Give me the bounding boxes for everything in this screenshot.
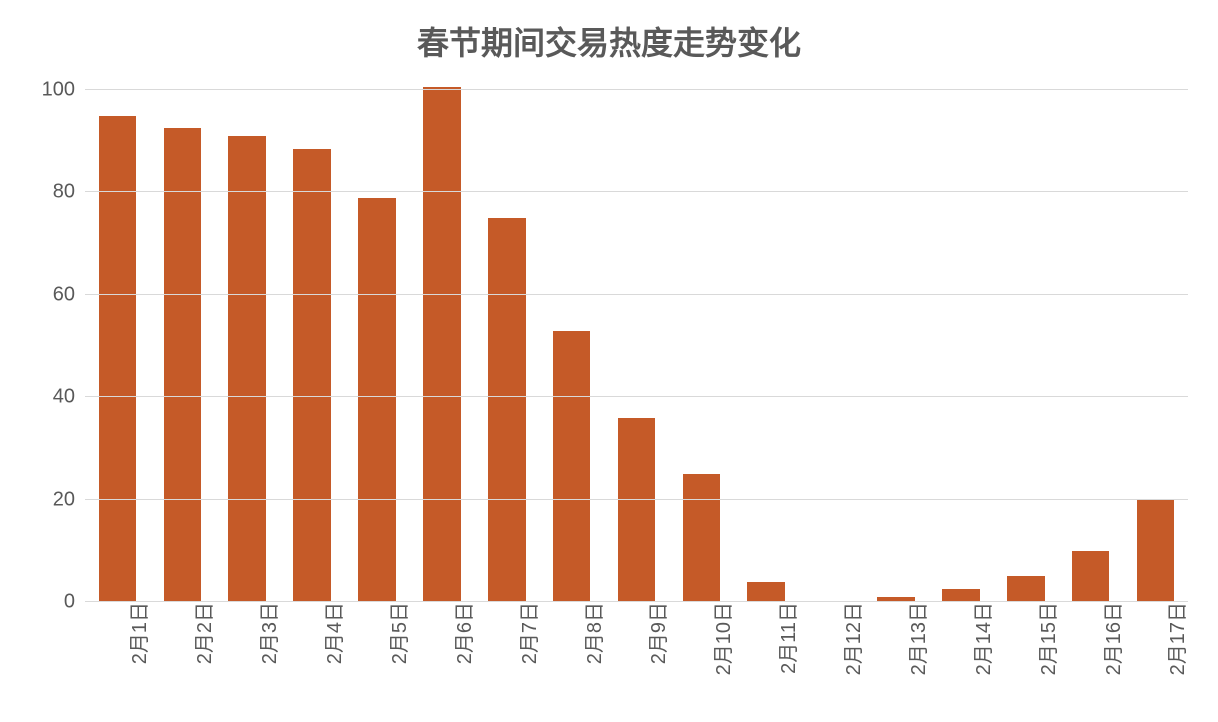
bar (358, 198, 396, 602)
bar-slot: 2月11日 (734, 90, 799, 602)
bar-slot: 2月3日 (215, 90, 280, 602)
x-tick-label: 2月15日 (1026, 602, 1061, 675)
grid-line (85, 396, 1188, 397)
bars-group: 2月1日2月2日2月3日2月4日2月5日2月6日2月7日2月8日2月9日2月10… (85, 90, 1188, 602)
grid-line (85, 294, 1188, 295)
bar (99, 116, 137, 602)
x-tick-label: 2月14日 (961, 602, 996, 675)
bar-slot: 2月4日 (280, 90, 345, 602)
x-tick-label: 2月9日 (636, 602, 671, 664)
x-tick-label: 2月2日 (182, 602, 217, 664)
bar (164, 128, 202, 602)
bar-slot: 2月13日 (864, 90, 929, 602)
bar (488, 218, 526, 602)
x-tick-label: 2月4日 (312, 602, 347, 664)
bar (618, 418, 656, 602)
grid-line (85, 499, 1188, 500)
plot-area: 2月1日2月2日2月3日2月4日2月5日2月6日2月7日2月8日2月9日2月10… (85, 90, 1188, 602)
y-tick-label: 100 (42, 79, 85, 102)
x-tick-label: 2月6日 (442, 602, 477, 664)
bar (293, 149, 331, 602)
y-tick-label: 60 (53, 283, 85, 306)
bar (1007, 576, 1045, 602)
x-tick-label: 2月8日 (572, 602, 607, 664)
bar (1072, 551, 1110, 602)
x-tick-label: 2月10日 (701, 602, 736, 675)
bar-slot: 2月14日 (928, 90, 993, 602)
bar-slot: 2月7日 (474, 90, 539, 602)
x-tick-label: 2月5日 (377, 602, 412, 664)
bar (553, 331, 591, 602)
bar-slot: 2月10日 (669, 90, 734, 602)
y-tick-label: 40 (53, 386, 85, 409)
x-tick-label: 2月16日 (1091, 602, 1126, 675)
x-tick-label: 2月12日 (831, 602, 866, 675)
bar (228, 136, 266, 602)
bar-slot: 2月8日 (539, 90, 604, 602)
bar-slot: 2月15日 (993, 90, 1058, 602)
bar-slot: 2月2日 (150, 90, 215, 602)
bar-slot: 2月16日 (1058, 90, 1123, 602)
chart-container: 春节期间交易热度走势变化 2月1日2月2日2月3日2月4日2月5日2月6日2月7… (0, 0, 1218, 722)
bar-slot: 2月6日 (409, 90, 474, 602)
x-tick-label: 2月11日 (766, 602, 801, 674)
bar (1137, 500, 1175, 602)
bar-slot: 2月17日 (1123, 90, 1188, 602)
bar-slot: 2月1日 (85, 90, 150, 602)
x-tick-label: 2月7日 (507, 602, 542, 664)
x-tick-label: 2月17日 (1155, 602, 1190, 675)
y-tick-label: 0 (64, 591, 85, 614)
bar-slot: 2月9日 (604, 90, 669, 602)
bar-slot: 2月5日 (345, 90, 410, 602)
x-tick-label: 2月3日 (247, 602, 282, 664)
y-tick-label: 20 (53, 488, 85, 511)
x-tick-label: 2月13日 (896, 602, 931, 675)
bar (683, 474, 721, 602)
chart-title: 春节期间交易热度走势变化 (0, 18, 1218, 64)
grid-line (85, 89, 1188, 90)
x-tick-label: 2月1日 (117, 602, 152, 664)
grid-line (85, 601, 1188, 602)
y-tick-label: 80 (53, 181, 85, 204)
bar (423, 87, 461, 602)
grid-line (85, 191, 1188, 192)
bar-slot: 2月12日 (799, 90, 864, 602)
bar (747, 582, 785, 602)
